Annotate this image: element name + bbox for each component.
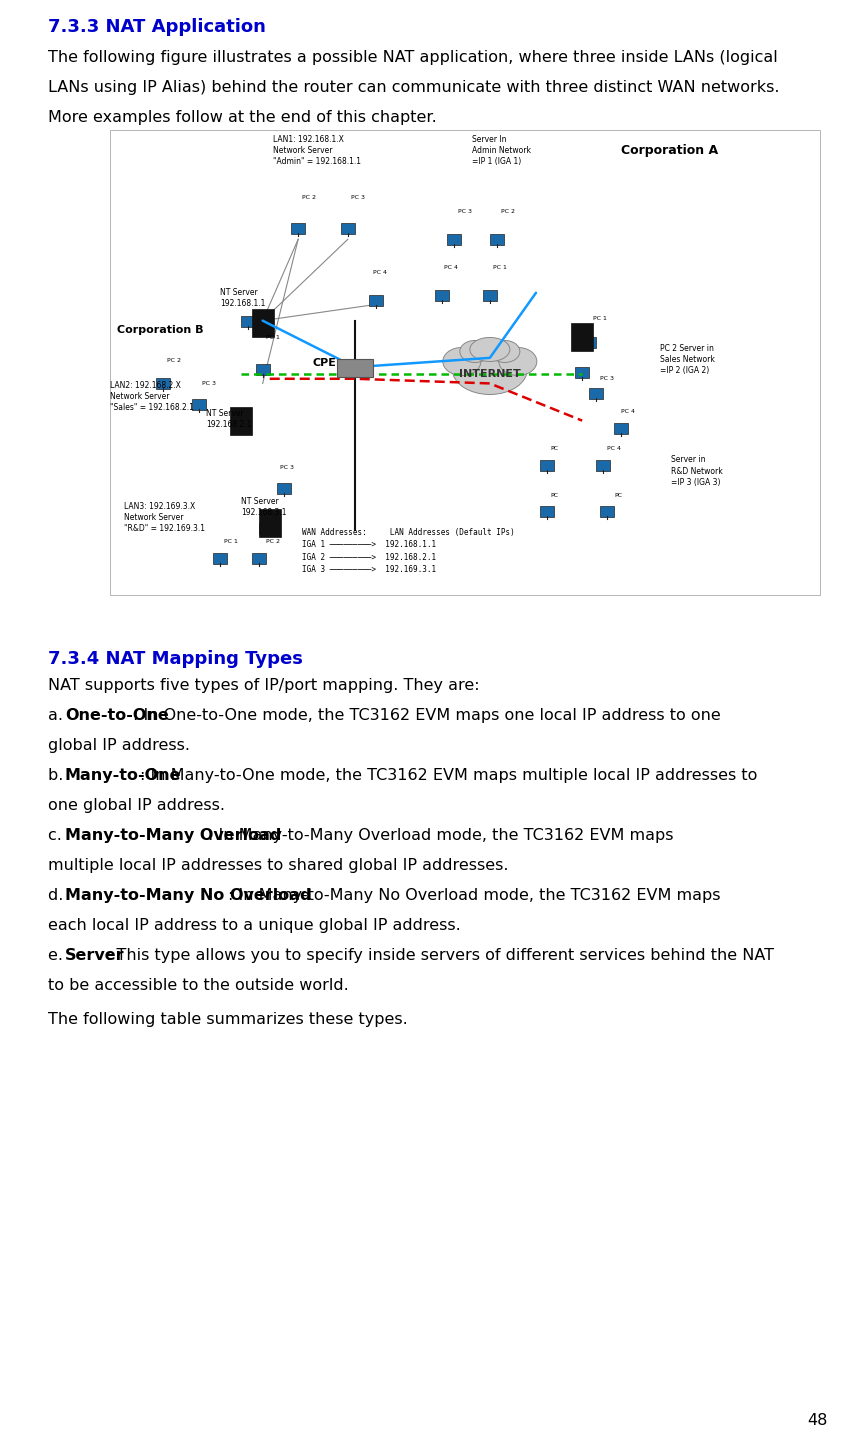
Text: PC 2 Server in
Sales Network
=IP 2 (IGA 2): PC 2 Server in Sales Network =IP 2 (IGA …: [660, 345, 715, 375]
Bar: [213, 553, 227, 563]
Text: LAN3: 192.169.3.X
Network Server
"R&D" = 192.169.3.1: LAN3: 192.169.3.X Network Server "R&D" =…: [124, 502, 205, 533]
Bar: [258, 508, 281, 537]
Text: : This type allows you to specify inside servers of different services behind th: : This type allows you to specify inside…: [105, 948, 774, 963]
Text: PC 4: PC 4: [444, 265, 458, 269]
Ellipse shape: [453, 345, 527, 394]
Text: WAN Addresses:     LAN Addresses (Default IPs)
IGA 1 ─────────>  192.168.1.1
IGA: WAN Addresses: LAN Addresses (Default IP…: [302, 527, 514, 573]
Text: Server in
R&D Network
=IP 3 (IGA 3): Server in R&D Network =IP 3 (IGA 3): [671, 456, 722, 487]
Text: LAN1: 192.168.1.X
Network Server
"Admin" = 192.168.1.1: LAN1: 192.168.1.X Network Server "Admin"…: [273, 135, 361, 167]
Bar: [259, 523, 273, 533]
Text: PC 3: PC 3: [458, 209, 472, 214]
Bar: [483, 290, 497, 301]
Text: PC 4: PC 4: [372, 269, 387, 275]
Text: PC 2: PC 2: [167, 358, 181, 363]
Bar: [575, 366, 589, 378]
Text: Many-to-Many Overload: Many-to-Many Overload: [65, 828, 282, 843]
Text: PC: PC: [614, 492, 622, 498]
Text: PC: PC: [550, 446, 558, 452]
Ellipse shape: [443, 348, 481, 375]
Text: a.: a.: [48, 708, 67, 723]
Text: each local IP address to a unique global IP address.: each local IP address to a unique global…: [48, 918, 461, 933]
Text: One-to-One: One-to-One: [65, 708, 168, 723]
Bar: [341, 223, 355, 233]
Bar: [589, 388, 603, 398]
Text: PC 1: PC 1: [266, 334, 280, 340]
Bar: [192, 400, 206, 410]
Text: Corporation A: Corporation A: [621, 143, 718, 156]
Text: PC 1: PC 1: [593, 316, 607, 321]
Bar: [490, 235, 504, 245]
Text: Many-to-One: Many-to-One: [65, 767, 181, 783]
Bar: [256, 365, 270, 375]
Text: LANs using IP Alias) behind the router can communicate with three distinct WAN n: LANs using IP Alias) behind the router c…: [48, 80, 779, 96]
Text: PC 2: PC 2: [266, 539, 280, 544]
Text: LAN2: 192.168.2.X
Network Server
"Sales" = 192.168.2.1: LAN2: 192.168.2.X Network Server "Sales"…: [110, 381, 194, 413]
Bar: [156, 378, 170, 390]
Bar: [435, 290, 448, 301]
Text: NAT supports five types of IP/port mapping. They are:: NAT supports five types of IP/port mappi…: [48, 678, 480, 694]
Bar: [110, 130, 820, 595]
Text: : In One-to-One mode, the TC3162 EVM maps one local IP address to one: : In One-to-One mode, the TC3162 EVM map…: [133, 708, 721, 723]
Text: NT Server
192.168.2.1: NT Server 192.168.2.1: [206, 408, 251, 429]
Text: : In Many-to-One mode, the TC3162 EVM maps multiple local IP addresses to: : In Many-to-One mode, the TC3162 EVM ma…: [140, 767, 757, 783]
Bar: [369, 295, 384, 306]
Text: PC 2: PC 2: [302, 195, 315, 200]
Text: e.: e.: [48, 948, 67, 963]
Bar: [540, 460, 554, 471]
Text: Server In
Admin Network
=IP 1 (IGA 1): Server In Admin Network =IP 1 (IGA 1): [472, 135, 531, 167]
Ellipse shape: [460, 340, 490, 362]
Text: 48: 48: [808, 1413, 828, 1428]
Text: PC 3: PC 3: [202, 381, 216, 387]
Bar: [448, 235, 461, 245]
Text: d.: d.: [48, 888, 67, 904]
Bar: [337, 359, 373, 378]
Bar: [596, 460, 611, 471]
Text: PC 3: PC 3: [352, 195, 365, 200]
Text: PC 3: PC 3: [281, 465, 295, 469]
Text: to be accessible to the outside world.: to be accessible to the outside world.: [48, 977, 349, 993]
Text: Many-to-Many No Overload: Many-to-Many No Overload: [65, 888, 312, 904]
Bar: [571, 323, 594, 350]
Bar: [277, 484, 291, 494]
Text: PC 1: PC 1: [493, 265, 507, 269]
Bar: [231, 407, 252, 434]
Text: PC 4: PC 4: [607, 446, 621, 452]
Text: CPE: CPE: [313, 358, 336, 368]
Text: NT Server
192.168.3.1: NT Server 192.168.3.1: [241, 497, 287, 517]
Text: one global IP address.: one global IP address.: [48, 798, 225, 812]
Bar: [252, 553, 266, 563]
Text: 7.3.3 NAT Application: 7.3.3 NAT Application: [48, 17, 266, 36]
Text: PC 2: PC 2: [500, 209, 514, 214]
Ellipse shape: [499, 348, 537, 375]
Text: The following table summarizes these types.: The following table summarizes these typ…: [48, 1012, 408, 1027]
Bar: [234, 420, 248, 432]
Text: The following figure illustrates a possible NAT application, where three inside : The following figure illustrates a possi…: [48, 51, 778, 65]
Bar: [251, 308, 274, 337]
Text: INTERNET: INTERNET: [459, 369, 521, 379]
Text: PC: PC: [550, 492, 558, 498]
Bar: [600, 507, 614, 517]
Text: More examples follow at the end of this chapter.: More examples follow at the end of this …: [48, 110, 436, 125]
Text: PC 3: PC 3: [600, 376, 614, 381]
Bar: [241, 316, 256, 327]
Text: : In Many-to-Many No Overload mode, the TC3162 EVM maps: : In Many-to-Many No Overload mode, the …: [228, 888, 721, 904]
Text: PC 1: PC 1: [224, 539, 238, 544]
Ellipse shape: [490, 340, 520, 362]
Bar: [575, 334, 589, 345]
Bar: [614, 423, 628, 433]
Bar: [291, 223, 305, 233]
Text: b.: b.: [48, 767, 67, 783]
Ellipse shape: [470, 337, 510, 362]
Text: Corporation B: Corporation B: [118, 326, 204, 336]
Text: : In Many-to-Many Overload mode, the TC3162 EVM maps: : In Many-to-Many Overload mode, the TC3…: [208, 828, 673, 843]
Text: multiple local IP addresses to shared global IP addresses.: multiple local IP addresses to shared gl…: [48, 859, 509, 873]
Text: 7.3.4 NAT Mapping Types: 7.3.4 NAT Mapping Types: [48, 650, 303, 668]
Text: c.: c.: [48, 828, 65, 843]
Bar: [540, 507, 554, 517]
Text: Server: Server: [65, 948, 124, 963]
Text: global IP address.: global IP address.: [48, 738, 190, 753]
Bar: [582, 336, 596, 348]
Text: NT Server
192.168.1.1: NT Server 192.168.1.1: [220, 288, 265, 308]
Text: PC 4: PC 4: [621, 408, 635, 414]
